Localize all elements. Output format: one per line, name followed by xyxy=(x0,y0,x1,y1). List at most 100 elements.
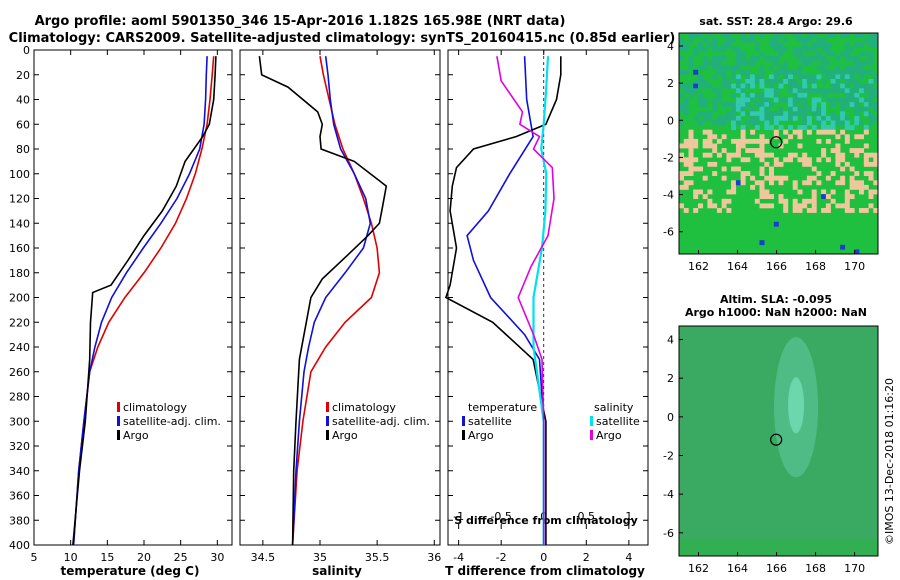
sst-map-cell xyxy=(844,46,850,52)
sst-map-cell xyxy=(811,46,817,52)
sla-map-xtick-label: 168 xyxy=(805,562,826,575)
sst-map-cell xyxy=(830,189,836,195)
sst-map-cell xyxy=(683,88,689,94)
sst-map-cell xyxy=(854,42,860,48)
sst-map-cell xyxy=(769,166,774,172)
sst-map-cell xyxy=(859,97,864,103)
temperature-legend-climatology: climatology xyxy=(123,401,187,414)
title-line-2: Climatology: CARS2009. Satellite-adjuste… xyxy=(9,31,676,46)
sst-map-cell xyxy=(754,115,760,121)
sst-map-cell xyxy=(816,157,822,163)
sst-map-cell xyxy=(802,198,808,204)
sst-map-cell xyxy=(769,79,774,84)
sst-map-cell xyxy=(783,115,789,121)
sst-map-cell xyxy=(802,74,808,80)
sst-map-cell xyxy=(873,37,879,43)
sst-map-xtick-label: 170 xyxy=(844,260,865,273)
sst-map-cell xyxy=(797,83,803,89)
sst-map-cell xyxy=(731,125,737,130)
sst-map-cell xyxy=(806,46,812,52)
difference-t-argo-line xyxy=(444,56,562,545)
sst-map-cell xyxy=(806,208,812,213)
sst-map-cell xyxy=(716,46,722,52)
sst-map-cell xyxy=(750,83,756,89)
sst-map-cell xyxy=(707,60,713,66)
sst-map-cell xyxy=(859,148,864,153)
sst-map-cell xyxy=(707,189,713,195)
sst-map-ytick-label: 2 xyxy=(667,77,674,90)
difference-s-argo-line xyxy=(496,56,555,545)
sst-map-cell xyxy=(802,180,808,186)
sst-map-cell xyxy=(773,37,779,43)
sst-map-cell xyxy=(769,203,774,209)
sst-map-cell xyxy=(873,74,879,80)
sst-map-cell xyxy=(863,143,869,149)
sst-map-cell xyxy=(688,92,694,98)
sst-map-cell xyxy=(806,88,812,94)
sst-map-cell xyxy=(825,74,831,80)
sst-map-cell xyxy=(788,88,793,94)
sst-map-cell xyxy=(797,97,803,103)
sst-map-cell xyxy=(769,115,774,121)
sst-map-cell xyxy=(816,129,822,135)
sst-map-cell xyxy=(825,125,831,130)
sst-map-cell xyxy=(693,189,699,195)
sst-map-cell xyxy=(754,56,760,61)
sst-map-cell xyxy=(745,92,751,98)
sst-map-cell xyxy=(764,56,770,61)
sst-map-cell xyxy=(702,46,708,52)
sst-map-cell xyxy=(863,97,869,103)
sst-map-cell xyxy=(712,60,718,66)
sst-map-cell xyxy=(840,203,846,209)
sst-map-cell xyxy=(693,83,699,89)
sst-map-cell xyxy=(816,37,822,43)
sst-map-cell xyxy=(868,51,874,57)
sst-map-cell xyxy=(688,33,694,38)
sst-map-cell xyxy=(821,208,827,213)
sst-map-cell xyxy=(688,56,694,61)
sst-map-cell xyxy=(825,42,831,48)
difference-legend-s-satellite: satellite xyxy=(596,415,640,428)
sst-map-cell xyxy=(773,56,779,61)
sst-map-cell xyxy=(740,33,746,38)
sst-map-cell xyxy=(764,106,770,112)
sst-map-cell xyxy=(778,180,784,186)
sst-map-cell xyxy=(759,115,765,121)
temperature-panel: 0 20 40 60 80 100 120 140 160 180 200 220 240 260 280 3… xyxy=(9,44,233,564)
sst-map-cell xyxy=(679,102,684,107)
sst-map-cell xyxy=(759,92,765,98)
sst-map-cell xyxy=(698,166,703,172)
sst-map-cell xyxy=(693,157,699,163)
sst-map-cell xyxy=(693,138,699,144)
sst-map-cell xyxy=(693,51,699,57)
sst-map-cell xyxy=(764,97,770,103)
sst-map-cell xyxy=(731,166,737,172)
sst-map-cell xyxy=(844,194,850,199)
sst-map-cell xyxy=(821,129,827,135)
difference-xtick-label: 2 xyxy=(583,551,590,564)
sst-map-cell xyxy=(783,198,789,204)
sst-map-cell xyxy=(811,203,817,209)
sst-map-cell xyxy=(863,88,869,94)
depth-tick-label: 300 xyxy=(9,415,30,428)
sst-map-cell xyxy=(750,111,756,117)
sst-map-cell xyxy=(712,148,718,153)
sst-map-cell xyxy=(844,189,850,195)
sst-map-cell xyxy=(783,208,789,213)
sst-map-cell xyxy=(731,180,737,186)
sst-map-cell xyxy=(868,79,874,84)
sst-map-cell xyxy=(716,56,722,61)
sst-map-cell xyxy=(825,60,831,66)
sst-map-cell xyxy=(731,92,737,98)
sst-map-cell xyxy=(778,42,784,48)
sst-map-cell xyxy=(802,125,808,130)
sst-map-cell xyxy=(840,115,846,121)
sst-map-xtick-label: 168 xyxy=(805,260,826,273)
sst-map-cell xyxy=(693,46,699,52)
sst-map-cell xyxy=(816,74,822,80)
sst-map-cell xyxy=(863,106,869,112)
sst-map-cell xyxy=(863,51,869,57)
sst-map-cell xyxy=(830,148,836,153)
sst-map-cell xyxy=(712,102,718,107)
sst-map-cell xyxy=(849,97,855,103)
